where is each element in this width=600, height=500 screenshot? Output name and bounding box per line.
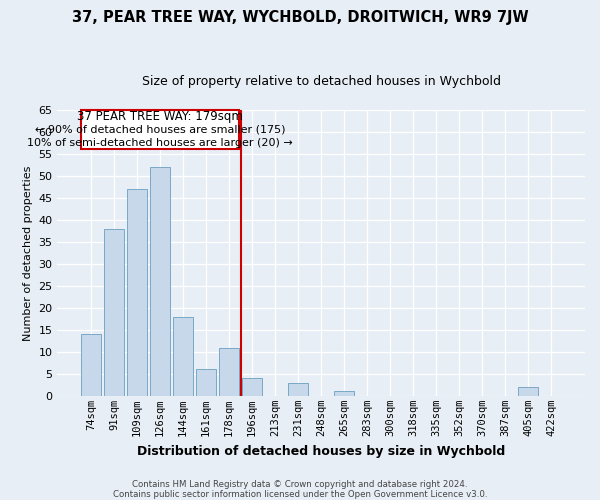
Bar (127, 189, 147, 396)
Bar (334, 392, 354, 396)
X-axis label: Distribution of detached houses by size in Wychbold: Distribution of detached houses by size … (137, 444, 505, 458)
Bar (151, 167, 170, 396)
Bar (173, 316, 193, 396)
Bar (289, 382, 308, 396)
Text: ← 90% of detached houses are smaller (175): ← 90% of detached houses are smaller (17… (35, 125, 286, 135)
Bar (196, 370, 216, 396)
Bar (104, 229, 124, 396)
Bar (242, 378, 262, 396)
Text: Contains public sector information licensed under the Open Government Licence v3: Contains public sector information licen… (113, 490, 487, 499)
Text: Contains HM Land Registry data © Crown copyright and database right 2024.: Contains HM Land Registry data © Crown c… (132, 480, 468, 489)
Bar (81, 334, 101, 396)
Y-axis label: Number of detached properties: Number of detached properties (23, 166, 33, 340)
Bar (518, 387, 538, 396)
FancyBboxPatch shape (81, 110, 239, 148)
Title: Size of property relative to detached houses in Wychbold: Size of property relative to detached ho… (142, 75, 500, 88)
Text: 37 PEAR TREE WAY: 179sqm: 37 PEAR TREE WAY: 179sqm (77, 110, 243, 123)
Text: 10% of semi-detached houses are larger (20) →: 10% of semi-detached houses are larger (… (27, 138, 293, 148)
Text: 37, PEAR TREE WAY, WYCHBOLD, DROITWICH, WR9 7JW: 37, PEAR TREE WAY, WYCHBOLD, DROITWICH, … (71, 10, 529, 25)
Bar (220, 348, 239, 396)
